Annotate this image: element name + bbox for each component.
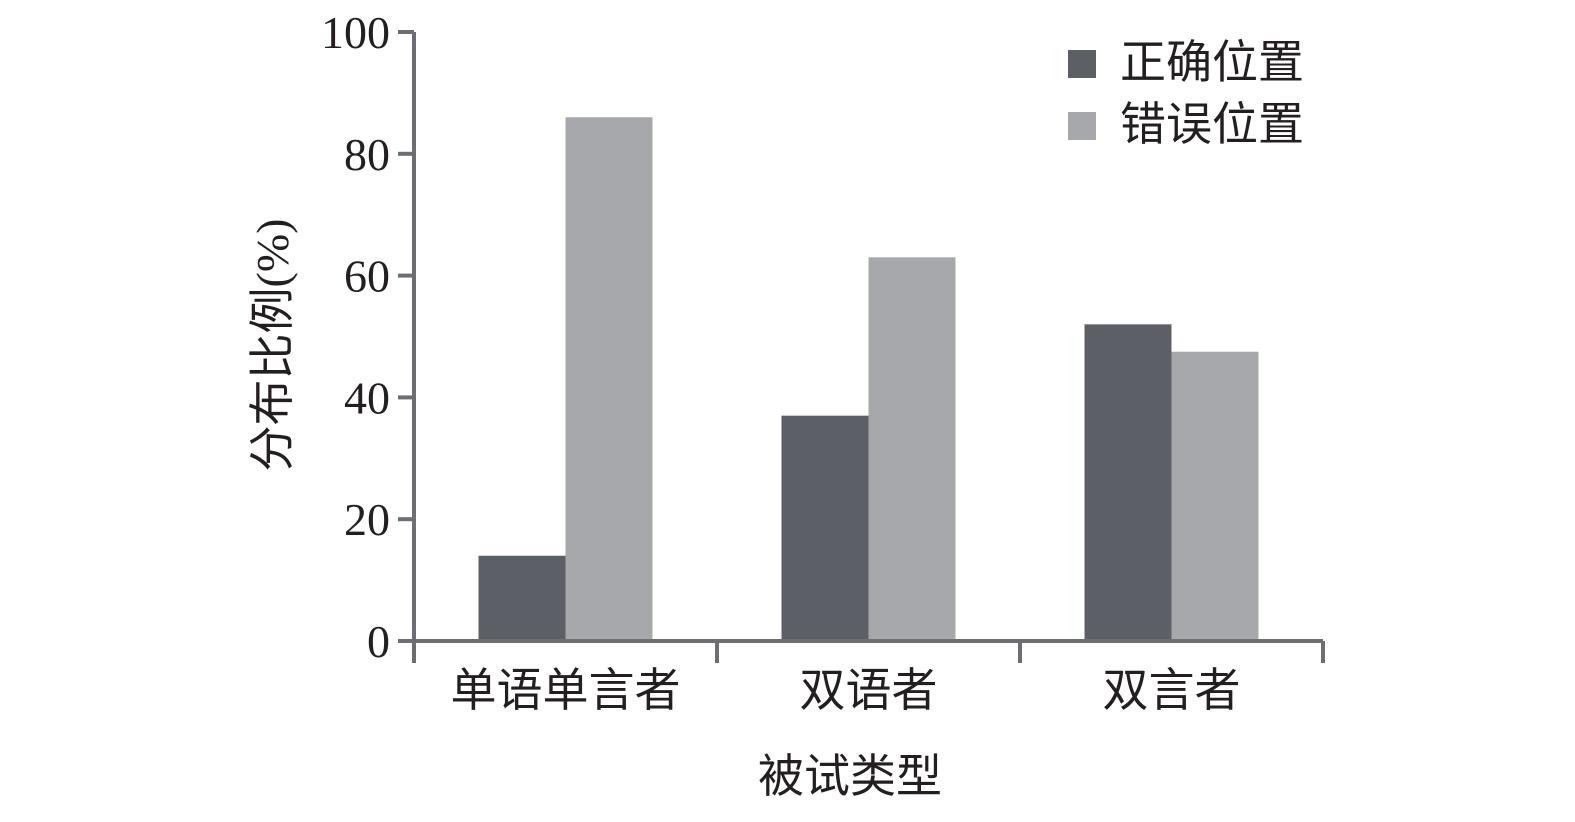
- y-axis-title: 分布比例(%): [247, 219, 298, 472]
- x-axis-title: 被试类型: [758, 751, 942, 802]
- bar-series-2: [565, 117, 653, 641]
- bar-series-1: [478, 555, 566, 641]
- axes-layer: [412, 32, 1323, 643]
- bar-series-1: [1084, 324, 1172, 641]
- x-category-label: 双语者: [800, 665, 938, 716]
- legend-label: 错误位置: [1120, 99, 1304, 150]
- y-tick-label: 40: [344, 372, 390, 423]
- legend-swatch: [1068, 50, 1096, 78]
- legend-swatch: [1068, 112, 1096, 140]
- y-tick-label: 20: [344, 494, 390, 545]
- y-tick-label: 0: [367, 616, 390, 667]
- bars-layer: [478, 117, 1259, 641]
- x-category-label: 单语单言者: [451, 665, 681, 716]
- ticks-layer: 0 20 40 60 80 100 单语单言者 双语者 双言者: [321, 7, 1325, 716]
- bar-series-2: [868, 257, 956, 641]
- y-tick-label: 80: [344, 129, 390, 180]
- x-category-label: 双言者: [1103, 665, 1241, 716]
- legend-label: 正确位置: [1120, 37, 1304, 88]
- y-tick-label: 100: [321, 7, 390, 58]
- y-tick-label: 60: [344, 251, 390, 302]
- bar-series-1: [781, 415, 869, 641]
- bar-series-2: [1171, 351, 1259, 641]
